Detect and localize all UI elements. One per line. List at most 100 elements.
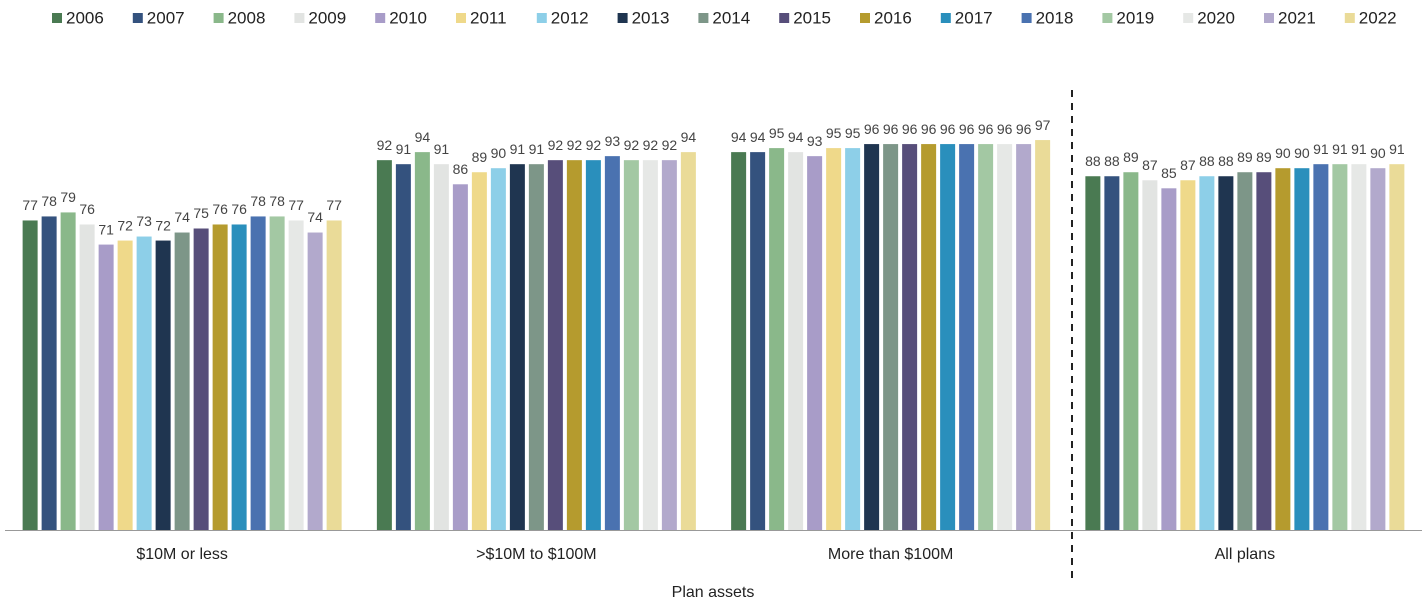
legend-label: 2009 <box>308 8 346 27</box>
bar <box>193 228 209 530</box>
bar <box>60 212 76 531</box>
data-label: 94 <box>731 129 747 145</box>
legend-swatch <box>132 13 143 23</box>
bar <box>902 144 918 530</box>
legend-label: 2006 <box>66 8 104 27</box>
data-label: 77 <box>326 197 342 213</box>
legend-label: 2016 <box>874 8 912 27</box>
bar <box>642 160 658 530</box>
data-label: 71 <box>98 221 114 237</box>
data-label: 96 <box>978 121 994 137</box>
bar <box>307 232 323 530</box>
x-tick-label: More than $100M <box>828 546 953 563</box>
bar <box>769 148 785 530</box>
data-label: 72 <box>117 217 133 233</box>
data-label: 96 <box>940 121 956 137</box>
data-label: 72 <box>155 217 171 233</box>
bar <box>1313 164 1329 530</box>
bar <box>117 240 133 530</box>
legend-label: 2007 <box>147 8 185 27</box>
bar <box>1218 176 1234 531</box>
bar <box>376 160 392 530</box>
legend-label: 2013 <box>632 8 670 27</box>
legend-label: 2012 <box>551 8 589 27</box>
data-label: 91 <box>529 141 545 157</box>
bar <box>326 220 342 530</box>
legend-swatch <box>860 13 870 23</box>
data-label: 88 <box>1104 153 1120 169</box>
legend-label: 2019 <box>1116 8 1154 27</box>
data-label: 89 <box>472 149 488 165</box>
bar <box>414 152 430 530</box>
bar <box>41 216 57 530</box>
legend-swatch <box>1344 13 1355 23</box>
x-tick-label: All plans <box>1215 546 1275 563</box>
data-label: 96 <box>921 121 937 137</box>
bar <box>1035 140 1051 530</box>
data-label: 73 <box>136 213 152 229</box>
bar <box>623 160 639 530</box>
data-label: 92 <box>548 137 564 153</box>
data-label: 91 <box>1389 141 1405 157</box>
data-label: 90 <box>1275 145 1291 161</box>
bar <box>452 184 468 530</box>
data-label: 76 <box>79 201 95 217</box>
legend-label: 2015 <box>793 8 831 27</box>
data-label: 88 <box>1085 153 1101 169</box>
bar <box>174 232 190 530</box>
data-label: 96 <box>902 121 918 137</box>
bar <box>807 156 823 530</box>
data-label: 91 <box>1313 141 1329 157</box>
data-label: 77 <box>288 197 304 213</box>
data-label: 96 <box>959 121 975 137</box>
data-label: 95 <box>826 125 842 141</box>
bar <box>1237 172 1253 530</box>
data-label: 92 <box>643 137 659 153</box>
data-label: 75 <box>193 205 209 221</box>
bar <box>731 152 747 530</box>
bar <box>269 216 285 530</box>
bar <box>1256 172 1272 530</box>
bar <box>1161 188 1177 531</box>
legend-swatch <box>940 13 951 23</box>
bar <box>1104 176 1120 531</box>
data-label: 78 <box>269 193 285 209</box>
bar <box>1275 168 1291 530</box>
bar <box>1180 180 1196 530</box>
bar <box>231 224 247 531</box>
bar <box>864 144 880 530</box>
bar <box>680 152 696 530</box>
data-label: 90 <box>1294 145 1310 161</box>
bar <box>79 224 95 531</box>
bar <box>1389 164 1405 530</box>
legend-label: 2010 <box>389 8 427 27</box>
bar <box>433 164 449 530</box>
bar <box>997 144 1013 530</box>
legend-swatch <box>375 13 386 23</box>
bar <box>1294 168 1310 530</box>
data-label: 92 <box>567 137 583 153</box>
legend-swatch <box>1021 13 1032 23</box>
data-label: 77 <box>22 197 38 213</box>
data-label: 94 <box>681 129 697 145</box>
data-label: 91 <box>510 141 526 157</box>
bar <box>661 160 677 530</box>
bar <box>471 172 487 530</box>
bar <box>528 164 544 530</box>
bar <box>1085 176 1101 531</box>
data-label: 91 <box>1351 141 1367 157</box>
legend-label: 2022 <box>1359 8 1397 27</box>
data-label: 89 <box>1256 149 1272 165</box>
bar <box>1370 168 1386 530</box>
data-label: 92 <box>377 137 393 153</box>
bar <box>136 236 152 531</box>
bar <box>566 160 582 530</box>
data-label: 76 <box>212 201 228 217</box>
data-label: 78 <box>41 193 57 209</box>
bar <box>490 168 506 530</box>
data-label: 87 <box>1180 157 1196 173</box>
legend-label: 2008 <box>228 8 266 27</box>
bar <box>1351 164 1367 530</box>
legend-swatch <box>456 13 466 23</box>
